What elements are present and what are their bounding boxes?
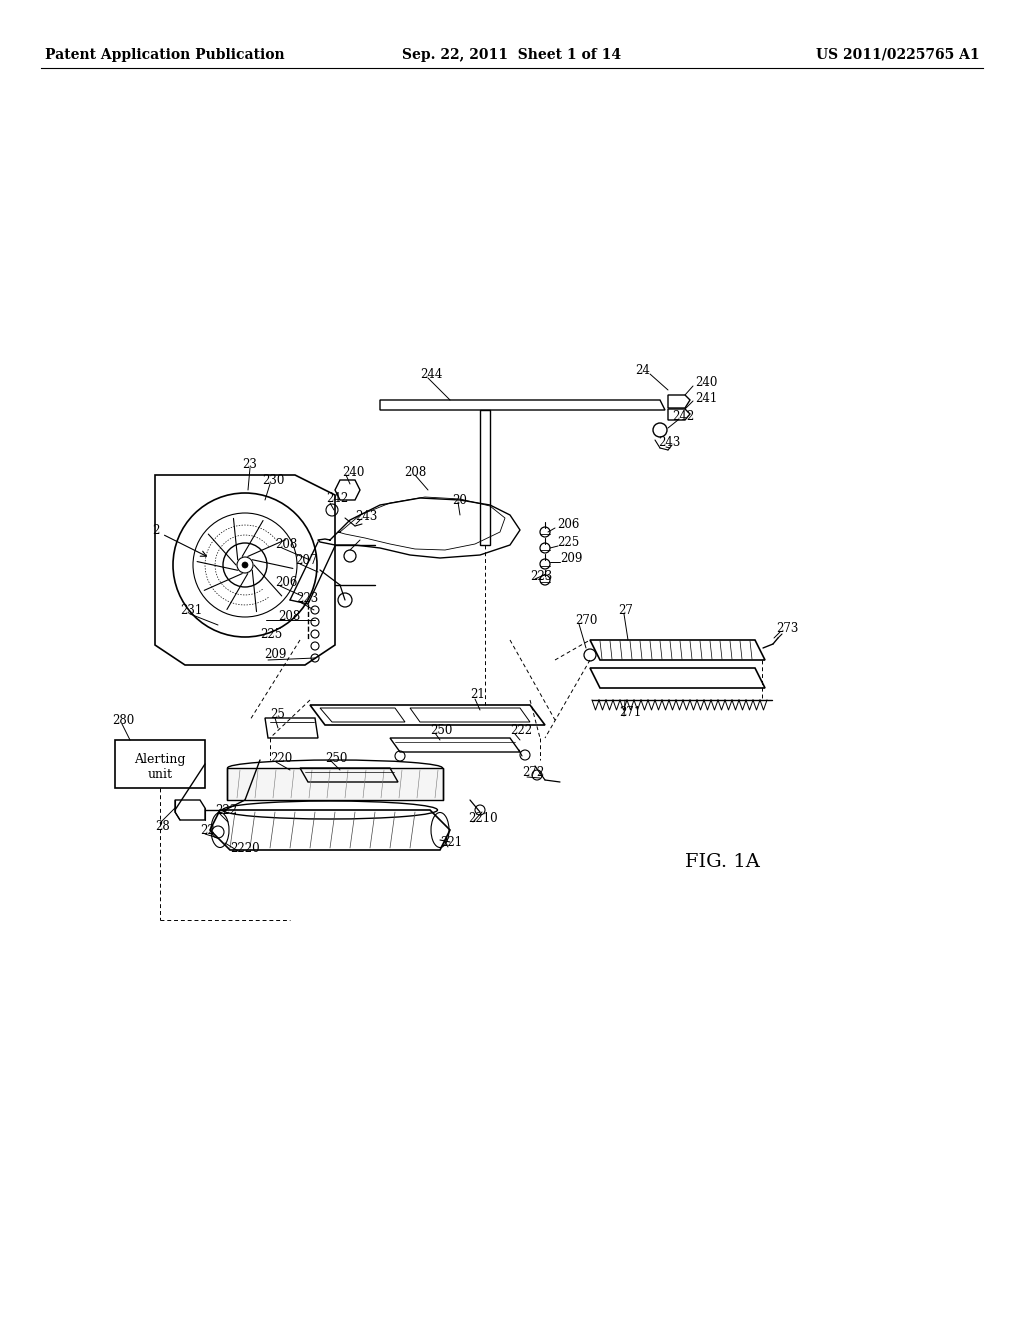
Text: US 2011/0225765 A1: US 2011/0225765 A1 bbox=[816, 48, 980, 62]
Text: 243: 243 bbox=[355, 510, 378, 523]
Text: Alerting: Alerting bbox=[134, 754, 185, 767]
Text: 24: 24 bbox=[635, 363, 650, 376]
Text: 280: 280 bbox=[112, 714, 134, 726]
Text: 25: 25 bbox=[270, 709, 285, 722]
Text: 230: 230 bbox=[262, 474, 285, 487]
Text: 23: 23 bbox=[242, 458, 257, 470]
Text: 225: 225 bbox=[260, 628, 283, 642]
Text: 21: 21 bbox=[470, 689, 484, 701]
Text: 243: 243 bbox=[658, 437, 680, 450]
Text: 22: 22 bbox=[200, 824, 215, 837]
Circle shape bbox=[237, 557, 253, 573]
Text: 223: 223 bbox=[296, 591, 318, 605]
Text: 27: 27 bbox=[618, 603, 633, 616]
Text: 240: 240 bbox=[342, 466, 365, 479]
Text: 206: 206 bbox=[275, 576, 297, 589]
Text: 2: 2 bbox=[152, 524, 160, 536]
Text: 220: 220 bbox=[270, 751, 292, 764]
Text: 241: 241 bbox=[695, 392, 717, 404]
Text: 208: 208 bbox=[278, 610, 300, 623]
Text: 209: 209 bbox=[264, 648, 287, 661]
Text: 221: 221 bbox=[440, 837, 462, 850]
Text: 2210: 2210 bbox=[468, 812, 498, 825]
Text: 250: 250 bbox=[430, 723, 453, 737]
Text: 271: 271 bbox=[618, 705, 641, 718]
Text: 28: 28 bbox=[155, 820, 170, 833]
Text: 207: 207 bbox=[295, 553, 317, 566]
Text: Patent Application Publication: Patent Application Publication bbox=[45, 48, 285, 62]
Text: 242: 242 bbox=[672, 409, 694, 422]
Text: 244: 244 bbox=[420, 368, 442, 381]
Text: Sep. 22, 2011  Sheet 1 of 14: Sep. 22, 2011 Sheet 1 of 14 bbox=[402, 48, 622, 62]
Polygon shape bbox=[227, 768, 443, 800]
Text: 270: 270 bbox=[575, 614, 597, 627]
Text: 273: 273 bbox=[776, 622, 799, 635]
Text: unit: unit bbox=[147, 768, 172, 781]
Text: 222: 222 bbox=[510, 723, 532, 737]
Circle shape bbox=[242, 562, 248, 568]
Text: FIG. 1A: FIG. 1A bbox=[685, 853, 760, 871]
Text: 222: 222 bbox=[215, 804, 238, 817]
Text: 206: 206 bbox=[557, 519, 580, 532]
Text: 225: 225 bbox=[557, 536, 580, 549]
Text: 240: 240 bbox=[695, 376, 718, 389]
Text: 272: 272 bbox=[522, 767, 544, 780]
Text: 250: 250 bbox=[325, 751, 347, 764]
Text: 242: 242 bbox=[326, 492, 348, 506]
Text: 208: 208 bbox=[404, 466, 426, 479]
Text: 209: 209 bbox=[560, 552, 583, 565]
Text: 231: 231 bbox=[180, 603, 203, 616]
Text: 223: 223 bbox=[530, 569, 552, 582]
Text: 2220: 2220 bbox=[230, 842, 260, 854]
Text: 208: 208 bbox=[275, 539, 297, 552]
Text: 20: 20 bbox=[452, 494, 467, 507]
